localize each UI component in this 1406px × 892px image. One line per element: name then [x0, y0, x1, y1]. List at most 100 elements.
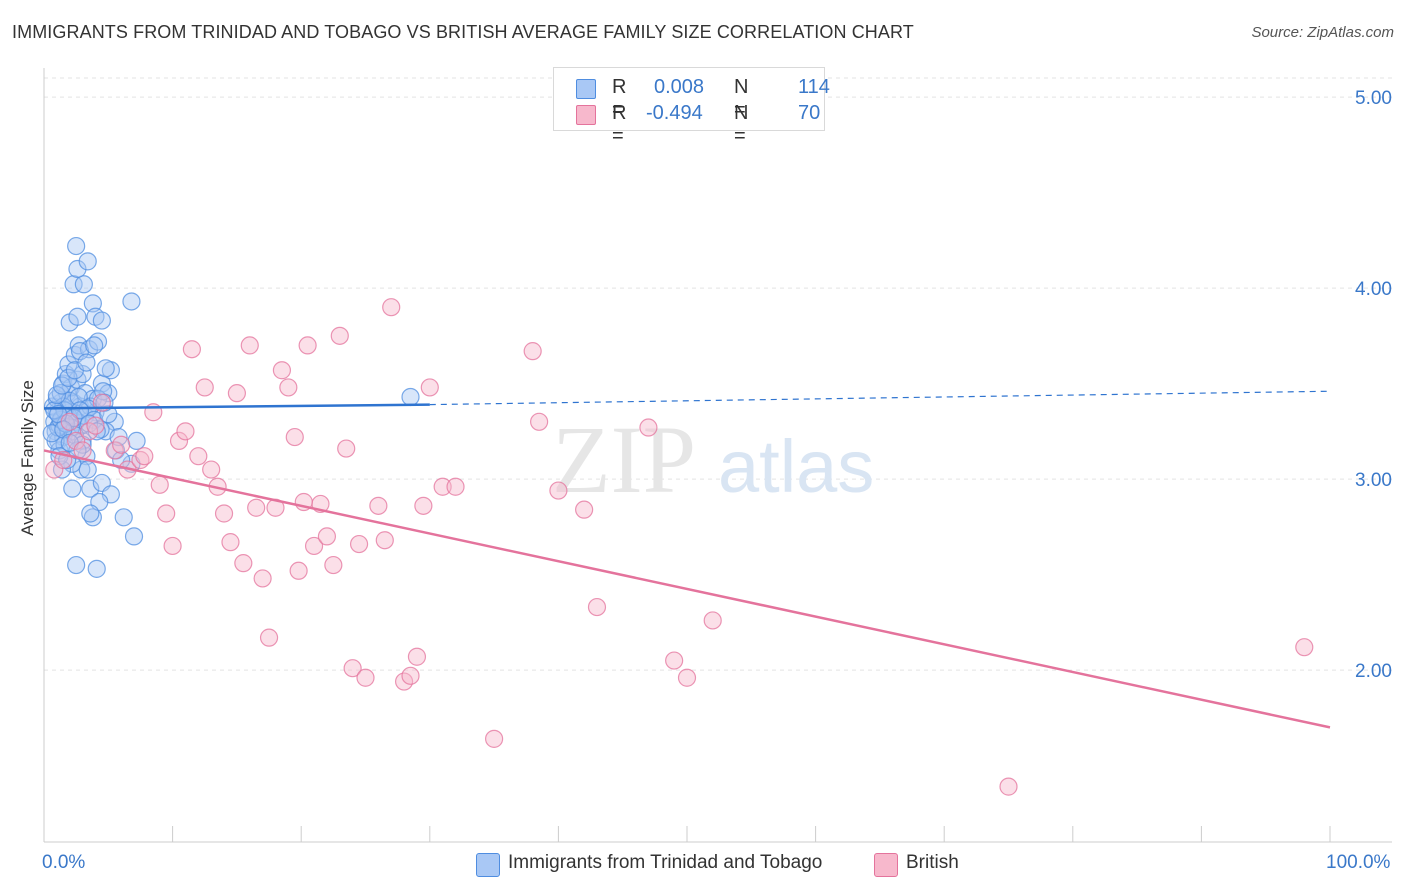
- data-point-british: [401, 666, 420, 685]
- data-point-immigrants: [47, 385, 66, 405]
- data-point-british: [253, 569, 272, 588]
- y-tick-label: 5.00: [1355, 88, 1392, 109]
- data-point-british: [285, 427, 304, 447]
- y-tick-label: 4.00: [1355, 279, 1392, 300]
- legend-n-value: 114: [798, 76, 830, 98]
- data-point-british: [530, 412, 549, 431]
- watermark-atlas: atlas: [718, 425, 874, 508]
- data-point-immigrants: [92, 374, 111, 393]
- data-point-british: [157, 504, 176, 523]
- data-point-british: [202, 460, 221, 479]
- data-point-british: [298, 336, 317, 355]
- data-point-british: [677, 668, 697, 687]
- data-point-british: [279, 378, 298, 397]
- data-point-british: [446, 477, 465, 496]
- data-point-british: [324, 555, 343, 575]
- data-point-immigrants: [85, 336, 104, 355]
- data-point-immigrants: [124, 527, 144, 546]
- data-point-british: [356, 668, 375, 687]
- data-point-british: [349, 534, 369, 554]
- data-point-immigrants: [127, 431, 146, 450]
- data-point-british: [999, 777, 1018, 796]
- legend-n-value: 70: [798, 102, 821, 124]
- data-point-immigrants: [79, 414, 99, 433]
- data-point-british: [195, 378, 214, 397]
- data-point-british: [549, 481, 568, 500]
- data-point-british: [414, 496, 433, 515]
- legend-series-label: Immigrants from Trinidad and Tobago: [508, 852, 823, 873]
- data-point-british: [240, 336, 259, 355]
- legend-n-label: N =: [734, 102, 749, 147]
- data-point-british: [86, 416, 105, 435]
- data-point-immigrants: [96, 359, 115, 378]
- data-point-immigrants: [77, 353, 96, 372]
- data-point-british: [272, 361, 292, 380]
- data-point-british: [60, 412, 79, 431]
- data-point-british: [247, 498, 266, 517]
- x-axis-max-label: 100.0%: [1326, 852, 1391, 873]
- data-point-immigrants: [87, 422, 106, 441]
- y-tick-label: 2.00: [1355, 661, 1392, 682]
- data-point-british: [112, 435, 131, 454]
- legend-swatch-blue: [476, 853, 500, 877]
- data-point-british: [304, 536, 324, 556]
- data-point-british: [639, 418, 658, 437]
- data-point-immigrants: [81, 504, 100, 523]
- correlation-legend: R = 0.008 N = 114 R = -0.494 N = 70: [553, 67, 830, 147]
- trend-line-british: [43, 449, 1331, 729]
- source-label: Source: ZipAtlas.com: [1251, 24, 1394, 41]
- data-point-british: [343, 659, 362, 678]
- data-point-british: [337, 439, 356, 458]
- data-point-immigrants: [83, 294, 102, 313]
- data-point-immigrants: [67, 555, 86, 575]
- data-point-british: [289, 561, 308, 580]
- data-point-immigrants: [87, 559, 106, 578]
- data-point-british: [330, 326, 349, 345]
- data-point-immigrants: [63, 479, 82, 498]
- data-point-british: [703, 611, 722, 630]
- data-point-british: [523, 342, 542, 361]
- data-point-immigrants: [52, 376, 72, 395]
- data-point-immigrants: [68, 307, 87, 326]
- data-point-immigrants: [401, 387, 420, 407]
- data-point-immigrants: [68, 441, 87, 460]
- legend-series-label: British: [906, 852, 959, 873]
- data-point-british: [587, 597, 607, 617]
- data-point-british: [227, 384, 246, 403]
- data-point-immigrants: [68, 259, 87, 279]
- data-point-british: [169, 431, 189, 450]
- data-point-immigrants: [74, 275, 93, 294]
- data-point-british: [135, 447, 154, 466]
- legend-swatch-blue: [576, 79, 596, 99]
- legend-n-label: N =: [734, 76, 749, 121]
- data-point-immigrants: [72, 460, 91, 479]
- data-point-british: [234, 554, 253, 573]
- data-point-immigrants: [92, 311, 111, 330]
- legend-r-value: 0.008: [654, 76, 705, 98]
- data-point-british: [214, 504, 234, 523]
- trend-line-immigrants-extension: [429, 390, 1331, 406]
- data-point-british: [182, 340, 201, 359]
- data-point-immigrants: [59, 368, 78, 387]
- data-point-immigrants: [78, 252, 97, 271]
- data-point-british: [665, 651, 684, 670]
- data-point-british: [317, 527, 337, 546]
- data-point-immigrants: [67, 236, 86, 256]
- x-axis-min-label: 0.0%: [42, 852, 86, 873]
- data-point-british: [485, 729, 504, 748]
- data-point-british: [163, 536, 182, 556]
- data-point-british: [375, 531, 394, 550]
- data-point-british: [575, 500, 594, 519]
- data-point-british: [420, 378, 439, 397]
- data-point-immigrants: [122, 292, 141, 311]
- data-point-immigrants: [52, 460, 72, 479]
- data-point-british: [259, 628, 279, 647]
- data-point-immigrants: [42, 424, 61, 443]
- data-point-immigrants: [70, 401, 90, 420]
- trend-line-immigrants: [43, 403, 430, 410]
- data-point-british: [176, 422, 195, 441]
- data-point-british: [189, 447, 208, 466]
- data-point-british: [407, 647, 427, 666]
- data-point-immigrants: [99, 405, 118, 424]
